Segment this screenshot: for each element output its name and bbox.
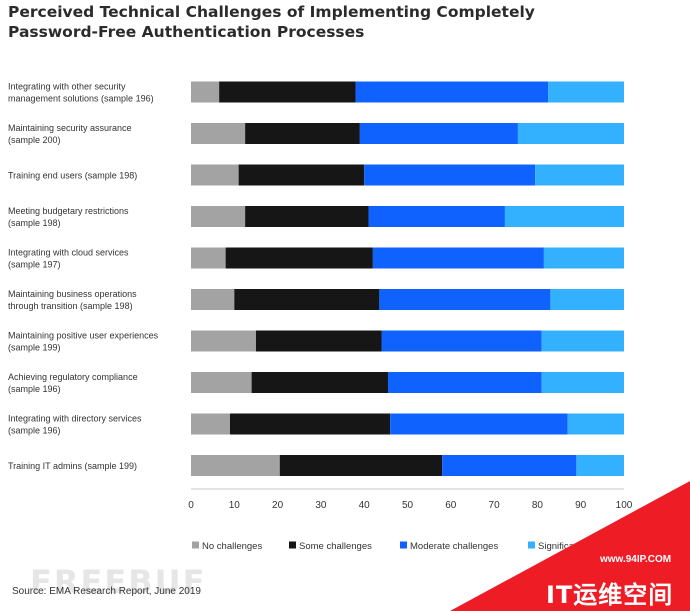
category-label: (sample 197): [8, 260, 61, 270]
bar-segment-some-challenges: [255, 330, 382, 352]
category-label: (sample 198): [8, 218, 61, 228]
bar-segment-some-challenges: [225, 247, 373, 269]
bar-segment-no-challenges: [191, 123, 246, 144]
category-label: management solutions (sample 196): [8, 94, 154, 104]
bar-segment-no-challenges: [191, 289, 235, 310]
bar-segment-significant-challenges: [535, 164, 624, 186]
legend-label: No challenges: [202, 541, 262, 552]
bar-segment-some-challenges: [245, 123, 360, 144]
category-label: Integrating with cloud services: [8, 248, 129, 258]
bar-segment-moderate-challenges: [379, 289, 551, 310]
category-label: Maintaining security assurance: [8, 123, 132, 133]
category-label: Training end users (sample 198): [8, 171, 137, 181]
category-label: Achieving regulatory compliance: [8, 372, 138, 382]
legend-swatch-no-challenges: [192, 541, 199, 549]
legend-label: Moderate challenges: [410, 541, 498, 552]
bar-segment-no-challenges: [191, 164, 239, 186]
bar-segment-moderate-challenges: [372, 247, 544, 269]
corner-watermark-banner: [450, 481, 690, 611]
x-tick-label: 70: [489, 500, 501, 511]
bar-segment-moderate-challenges: [355, 81, 549, 103]
legend-label: Some challenges: [299, 541, 372, 552]
bar-segment-some-challenges: [238, 164, 365, 186]
bar-segment-significant-challenges: [550, 289, 624, 310]
legend-swatch-some-challenges: [289, 541, 296, 549]
bar-segment-moderate-challenges: [390, 413, 568, 435]
bar-segment-moderate-challenges: [359, 123, 518, 144]
bar-segment-moderate-challenges: [381, 330, 542, 352]
category-label: (sample 199): [8, 343, 61, 353]
legend-swatch-significant-challenges: [528, 541, 535, 549]
x-tick-label: 60: [445, 500, 457, 511]
chart-title-line-1: Perceived Technical Challenges of Implem…: [8, 3, 535, 21]
bar-segment-some-challenges: [219, 81, 356, 103]
bar-segment-significant-challenges: [543, 247, 624, 269]
bar-segment-significant-challenges: [541, 372, 624, 393]
bar-segment-significant-challenges: [548, 81, 624, 103]
category-label: (sample 200): [8, 135, 61, 145]
x-tick-label: 40: [359, 500, 371, 511]
x-tick-label: 30: [315, 500, 327, 511]
category-label: (sample 196): [8, 384, 61, 394]
bar-segment-significant-challenges: [504, 206, 624, 227]
bar-segment-some-challenges: [245, 206, 369, 227]
bar-segment-moderate-challenges: [368, 206, 505, 227]
bar-segment-moderate-challenges: [442, 455, 577, 476]
bar-segment-some-challenges: [251, 372, 389, 393]
watermark-brand: IT运维空间: [546, 581, 674, 609]
bar-segment-no-challenges: [191, 330, 256, 352]
category-label: Maintaining positive user experiences: [8, 331, 159, 341]
legend-swatch-moderate-challenges: [400, 541, 407, 549]
bar-segment-significant-challenges: [541, 330, 624, 352]
source-note: Source: EMA Research Report, June 2019: [12, 586, 201, 597]
category-label: Integrating with other security: [8, 82, 126, 92]
x-tick-label: 50: [402, 500, 414, 511]
bar-segment-moderate-challenges: [364, 164, 536, 186]
chart-title: Perceived Technical Challenges of Implem…: [8, 2, 568, 42]
x-tick-label: 0: [188, 500, 194, 511]
category-label: Training IT admins (sample 199): [8, 461, 137, 471]
bar-segment-significant-challenges: [567, 413, 624, 435]
category-label: (sample 196): [8, 426, 61, 436]
bar-segment-no-challenges: [191, 206, 246, 227]
x-tick-label: 80: [532, 500, 544, 511]
x-tick-label: 100: [616, 500, 633, 511]
watermark-url: www.94IP.COM: [600, 554, 672, 565]
category-label: through transition (sample 198): [8, 301, 133, 311]
bar-segment-no-challenges: [191, 247, 226, 269]
chart-title-line-2: Password-Free Authentication Processes: [8, 23, 365, 41]
watermark-wordmark: FREEBUF: [30, 563, 207, 601]
x-tick-label: 20: [272, 500, 284, 511]
bar-segment-moderate-challenges: [388, 372, 542, 393]
category-label: Maintaining business operations: [8, 289, 137, 299]
bar-segment-some-challenges: [279, 455, 443, 476]
category-label: Integrating with directory services: [8, 414, 142, 424]
bar-segment-some-challenges: [234, 289, 380, 310]
bar-segment-some-challenges: [229, 413, 391, 435]
bar-segment-significant-challenges: [576, 455, 624, 476]
bar-segment-no-challenges: [191, 81, 220, 103]
bar-segment-no-challenges: [191, 455, 280, 476]
bar-segment-no-challenges: [191, 413, 230, 435]
bar-segment-no-challenges: [191, 372, 252, 393]
corner-banner-shape: [450, 481, 690, 611]
x-tick-label: 10: [229, 500, 241, 511]
bar-segment-significant-challenges: [517, 123, 624, 144]
x-tick-label: 90: [575, 500, 587, 511]
category-label: Meeting budgetary restrictions: [8, 206, 129, 216]
